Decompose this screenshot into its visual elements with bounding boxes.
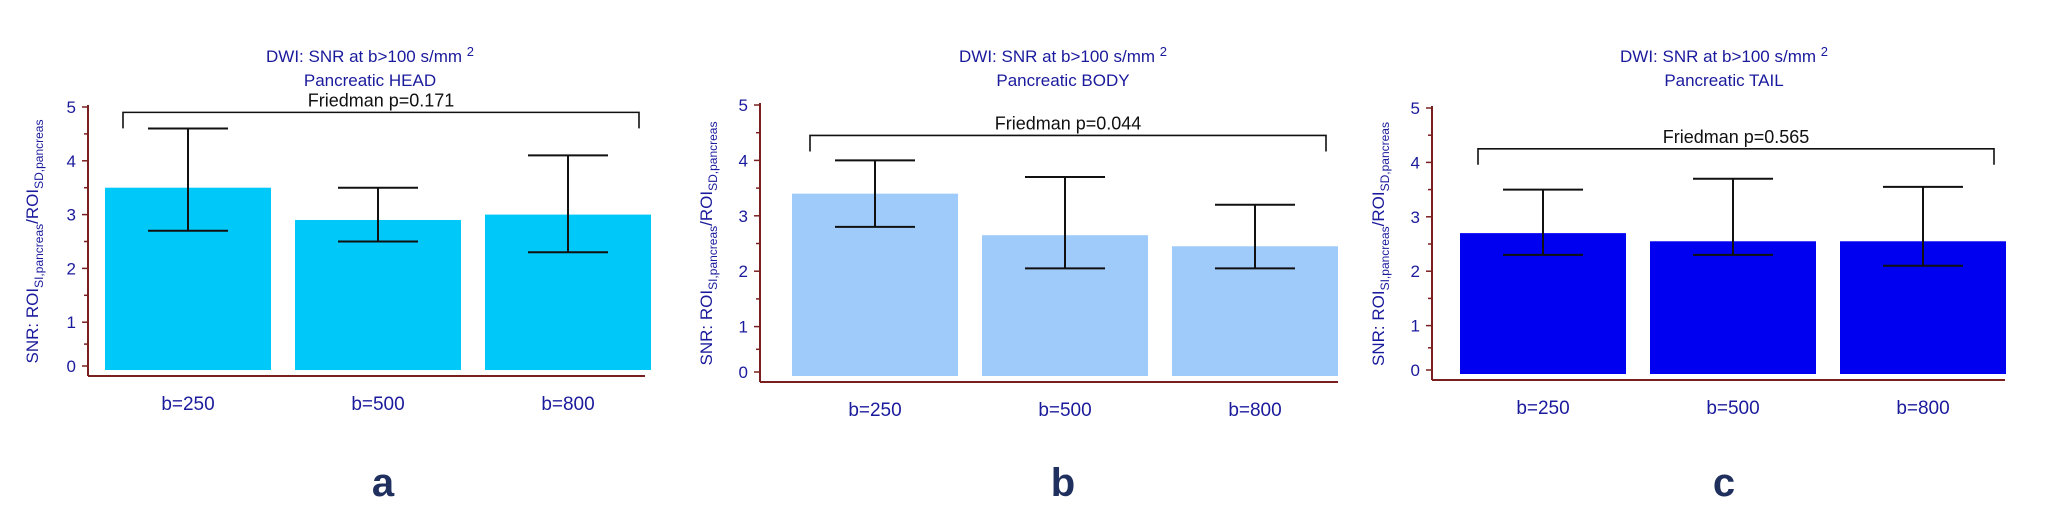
panel-b: DWI: SNR at b>100 s/mm 2 Pancreatic BODY b…: [697, 44, 1338, 505]
y-tick-label-5: 5: [739, 96, 748, 115]
friedman-bracket: [809, 134, 1327, 152]
chart-title-main: DWI: SNR at b>100 s/mm: [266, 47, 467, 66]
y-axis-label: SNR: ROISI,pancreas/ROISD,pancreas: [1369, 122, 1392, 366]
x-tick-label-b=500: b=500: [1706, 398, 1759, 419]
y-tick-label-3: 3: [67, 206, 76, 225]
friedman-annotation: Friedman p=0.171: [308, 90, 455, 110]
x-tick-label-b=500: b=500: [351, 394, 404, 415]
bar-b=250: [1460, 233, 1626, 374]
y-axis-label-prefix: SNR: ROI: [1369, 290, 1388, 366]
y-axis-label-sub1: SI,pancreas: [706, 226, 720, 290]
panel-letter: a: [372, 461, 395, 505]
y-tick-label-5: 5: [67, 98, 76, 117]
chart-subtitle: Pancreatic BODY: [996, 71, 1129, 90]
chart-title: DWI: SNR at b>100 s/mm 2: [266, 44, 474, 66]
friedman-annotation: Friedman p=0.044: [995, 113, 1142, 133]
bar-b=500: [295, 219, 461, 370]
y-tick-label-1: 1: [1411, 317, 1420, 336]
y-tick-label-1: 1: [67, 313, 76, 332]
x-tick-label-b=250: b=250: [848, 400, 901, 421]
chart-subtitle: Pancreatic HEAD: [304, 71, 436, 90]
y-tick-label-0: 0: [67, 357, 76, 376]
friedman-bracket: [1477, 148, 1995, 165]
chart-title: DWI: SNR at b>100 s/mm 2: [959, 44, 1167, 66]
y-tick-label-4: 4: [1411, 153, 1420, 172]
panel-letter: b: [1051, 461, 1075, 505]
y-tick-label-1: 1: [739, 318, 748, 337]
x-tick-label-b=800: b=800: [541, 394, 594, 415]
y-axis-label-sub2: SD,pancreas: [1378, 122, 1392, 191]
y-axis-label-sub1: SI,pancreas: [1378, 226, 1392, 290]
x-tick-label-b=250: b=250: [1516, 398, 1569, 419]
y-tick-label-2: 2: [739, 262, 748, 281]
y-tick-label-5: 5: [1411, 99, 1420, 118]
x-tick-label-b=250: b=250: [161, 394, 214, 415]
y-tick-label-3: 3: [1411, 208, 1420, 227]
chart-title-superscript: 2: [1821, 44, 1828, 59]
y-tick-label-2: 2: [1411, 262, 1420, 281]
y-axis-label-mid: /ROI: [1369, 191, 1388, 226]
y-tick-label-4: 4: [739, 151, 748, 170]
friedman-bracket: [122, 111, 640, 129]
y-axis-label-sub1: SI,pancreas: [32, 224, 46, 288]
panel-c: DWI: SNR at b>100 s/mm 2 Pancreatic TAIL b…: [1369, 44, 2006, 505]
x-tick-label-b=500: b=500: [1038, 400, 1091, 421]
y-axis-label-prefix: SNR: ROI: [697, 290, 716, 366]
y-tick-label-3: 3: [739, 207, 748, 226]
friedman-annotation: Friedman p=0.565: [1663, 127, 1810, 147]
chart-title-superscript: 2: [467, 44, 474, 59]
y-axis-label-sub2: SD,pancreas: [32, 120, 46, 189]
panel-a: DWI: SNR at b>100 s/mm 2 Pancreatic HEAD b…: [23, 44, 651, 505]
x-tick-label-b=800: b=800: [1228, 400, 1281, 421]
y-tick-label-2: 2: [67, 259, 76, 278]
y-axis-label-sub2: SD,pancreas: [706, 122, 720, 191]
y-axis-label-mid: /ROI: [697, 191, 716, 226]
chart-title-main: DWI: SNR at b>100 s/mm: [959, 47, 1160, 66]
y-axis-label-mid: /ROI: [23, 189, 42, 224]
chart-title-main: DWI: SNR at b>100 s/mm: [1620, 47, 1821, 66]
y-axis-label: SNR: ROISI,pancreas/ROISD,pancreas: [23, 120, 46, 364]
bar-b=500: [1650, 241, 1816, 374]
y-tick-label-0: 0: [1411, 361, 1420, 380]
x-tick-label-b=800: b=800: [1896, 398, 1949, 419]
y-tick-label-0: 0: [739, 363, 748, 382]
chart-title: DWI: SNR at b>100 s/mm 2: [1620, 44, 1828, 66]
y-axis-label-prefix: SNR: ROI: [23, 288, 42, 364]
y-axis-label: SNR: ROISI,pancreas/ROISD,pancreas: [697, 122, 720, 366]
chart-subtitle: Pancreatic TAIL: [1664, 71, 1783, 90]
chart-title-superscript: 2: [1160, 44, 1167, 59]
y-tick-label-4: 4: [67, 152, 76, 171]
panel-letter: c: [1713, 461, 1735, 505]
